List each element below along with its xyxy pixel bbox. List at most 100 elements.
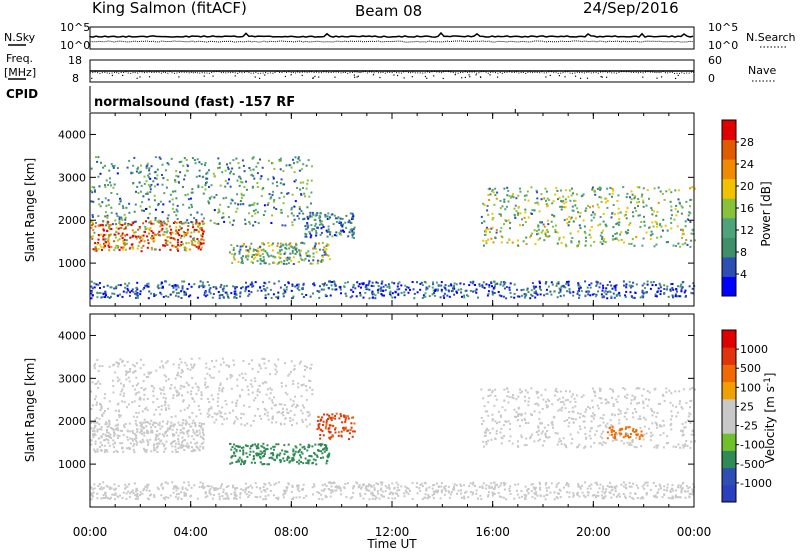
power-cell <box>119 218 121 220</box>
velocity-cell <box>521 496 523 498</box>
velocity-cell <box>351 496 353 498</box>
velocity-cell <box>332 425 334 427</box>
power-cell <box>305 294 307 296</box>
power-cell <box>451 290 453 292</box>
velocity-cell <box>201 394 203 396</box>
velocity-cell <box>488 494 490 496</box>
velocity-cell <box>642 497 644 499</box>
power-cell <box>148 199 150 201</box>
velocity-cell <box>229 412 231 414</box>
power-cell <box>671 214 673 216</box>
power-cell <box>187 193 189 195</box>
power-cell <box>328 281 330 283</box>
velocity-cell <box>404 486 406 488</box>
power-cell <box>556 190 558 192</box>
velocity-cell <box>245 379 247 381</box>
power-cell <box>204 164 206 166</box>
power-cell <box>329 258 331 260</box>
power-cell <box>246 189 248 191</box>
power-cell <box>653 226 655 228</box>
velocity-cell <box>679 496 681 498</box>
power-cell <box>360 294 362 296</box>
power-cell <box>273 262 275 264</box>
nave-dot <box>580 78 581 79</box>
velocity-cell <box>153 445 155 447</box>
velocity-cell <box>96 422 98 424</box>
velocity-cell <box>623 486 625 488</box>
velocity-cell <box>191 446 193 448</box>
power-cell <box>614 213 616 215</box>
power-cell <box>470 290 472 292</box>
power-cell <box>620 212 622 214</box>
velocity-cell <box>150 431 152 433</box>
power-cell <box>187 165 189 167</box>
velocity-cell <box>314 444 316 446</box>
power-cell <box>257 203 259 205</box>
velocity-cell <box>109 423 111 425</box>
velocity-cell <box>643 484 645 486</box>
power-cell <box>147 217 149 219</box>
power-cell <box>681 289 683 291</box>
nave-dot <box>675 78 676 79</box>
power-cell <box>448 285 450 287</box>
velocity-cell <box>127 430 129 432</box>
power-cell <box>103 286 105 288</box>
velocity-cell <box>297 489 299 491</box>
nave-dot <box>545 76 546 77</box>
power-cell <box>555 225 557 227</box>
power-cell <box>182 204 184 206</box>
velocity-cell <box>283 460 285 462</box>
velocity-cell <box>433 493 435 495</box>
velocity-cell <box>352 492 354 494</box>
power-cell <box>243 186 245 188</box>
velocity-cell <box>305 462 307 464</box>
power-cell <box>554 194 556 196</box>
power-cell <box>547 223 549 225</box>
velocity-cell <box>145 425 147 427</box>
velocity-cell <box>285 385 287 387</box>
power-cell <box>345 227 347 229</box>
velocity-cell <box>612 426 614 428</box>
velocity-cell <box>594 434 596 436</box>
velocity-cell <box>168 408 170 410</box>
power-cell <box>304 195 306 197</box>
velocity-cell <box>126 493 128 495</box>
power-cell <box>531 213 533 215</box>
power-cell <box>569 288 571 290</box>
velocity-cell <box>117 437 119 439</box>
velocity-cell <box>298 463 300 465</box>
power-cell <box>100 234 102 236</box>
velocity-cell <box>195 383 197 385</box>
velocity-cell <box>286 490 288 492</box>
power-cell <box>104 291 106 293</box>
power-cell <box>540 193 542 195</box>
power-cell <box>190 236 192 238</box>
power-cell <box>539 210 541 212</box>
power-cell <box>266 287 268 289</box>
power-cell <box>352 291 354 293</box>
power-cell <box>656 237 658 239</box>
power-cell <box>223 297 225 299</box>
velocity-cell <box>580 428 582 430</box>
power-cell <box>559 288 561 290</box>
power-cell <box>627 207 629 209</box>
velocity-cell <box>521 413 523 415</box>
power-cell <box>217 212 219 214</box>
power-cell <box>137 297 139 299</box>
velocity-cell <box>568 425 570 427</box>
velocity-cell <box>142 410 144 412</box>
power-cell <box>162 222 164 224</box>
velocity-cell <box>643 439 645 441</box>
velocity-cell <box>305 385 307 387</box>
power-cell <box>134 293 136 295</box>
power-cell <box>369 280 371 282</box>
velocity-cell <box>599 390 601 392</box>
power-cell <box>284 253 286 255</box>
velocity-cell <box>272 458 274 460</box>
velocity-cell <box>582 415 584 417</box>
power-cell <box>417 291 419 293</box>
power-cell <box>344 286 346 288</box>
power-cell <box>360 287 362 289</box>
power-cell <box>603 213 605 215</box>
velocity-cell <box>226 364 228 366</box>
